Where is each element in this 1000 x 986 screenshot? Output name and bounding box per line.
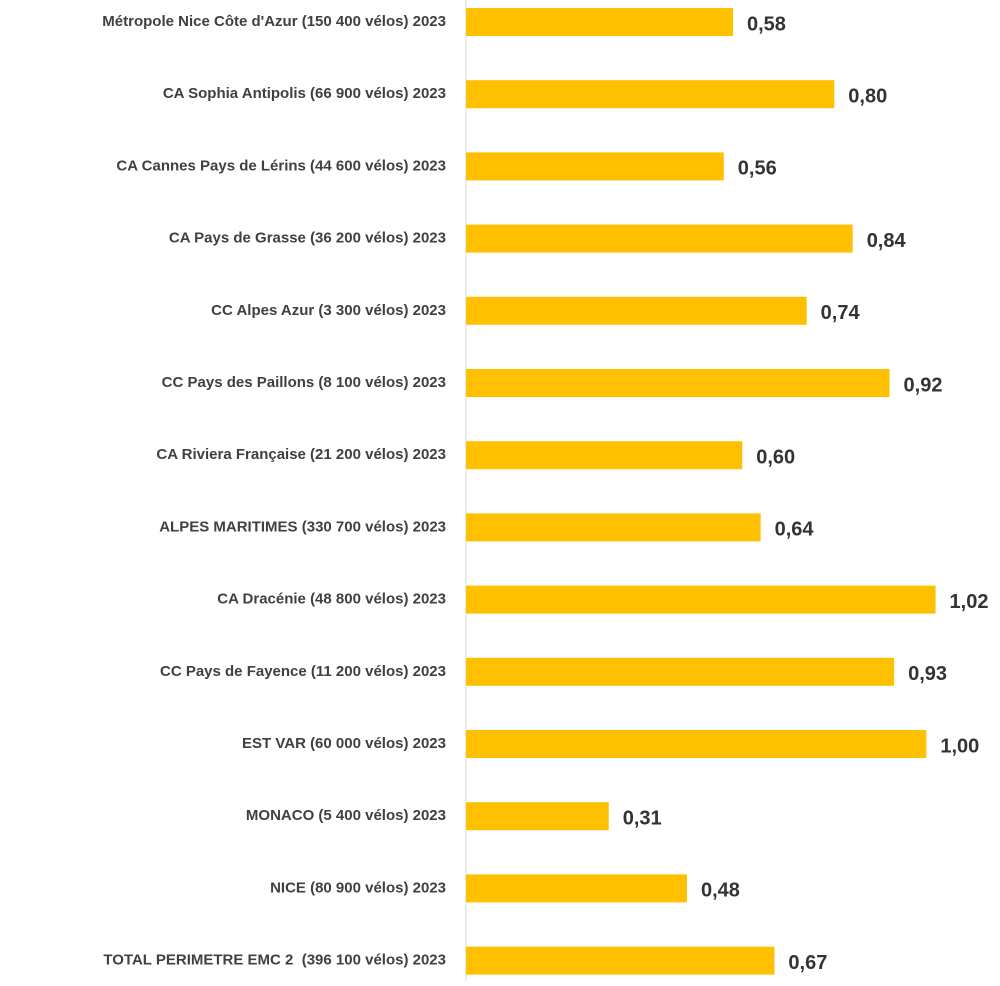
value-label: 0,67: [788, 952, 827, 974]
bar: [466, 8, 733, 36]
bar: [466, 152, 724, 181]
category-label: MONACO (5 400 vélos) 2023: [246, 807, 446, 824]
value-label: 0,92: [904, 374, 943, 396]
category-label: CC Pays de Fayence (11 200 vélos) 2023: [160, 663, 446, 680]
category-label: CC Pays des Paillons (8 100 vélos) 2023: [162, 374, 446, 391]
bar: [466, 585, 936, 614]
category-label: CA Sophia Antipolis (66 900 vélos) 2023: [163, 85, 446, 102]
category-label: EST VAR (60 000 vélos) 2023: [242, 735, 446, 752]
category-label: Métropole Nice Côte d'Azur (150 400 vélo…: [102, 13, 446, 30]
bar: [466, 513, 761, 542]
bar: [466, 946, 775, 975]
value-label: 0,74: [821, 302, 861, 324]
category-label: NICE (80 900 vélos) 2023: [270, 879, 446, 896]
bar: [466, 224, 853, 253]
category-label: CC Alpes Azur (3 300 vélos) 2023: [211, 302, 446, 319]
category-label: ALPES MARITIMES (330 700 vélos) 2023: [159, 518, 446, 535]
category-label: CA Riviera Française (21 200 vélos) 2023: [156, 446, 446, 463]
category-label: CA Cannes Pays de Lérins (44 600 vélos) …: [116, 157, 446, 174]
value-label: 0,60: [756, 446, 795, 468]
value-label: 0,48: [701, 880, 740, 902]
value-label: 1,00: [940, 735, 979, 757]
value-label: 0,64: [775, 519, 815, 541]
bar: [466, 80, 835, 109]
category-label: CA Dracénie (48 800 vélos) 2023: [217, 591, 446, 608]
bar: [466, 730, 927, 758]
value-label: 0,84: [867, 230, 907, 252]
bar: [466, 296, 807, 325]
bar: [466, 441, 743, 470]
category-label: TOTAL PERIMETRE EMC 2 (396 100 vélos) 20…: [103, 952, 446, 969]
bar: [466, 874, 687, 903]
value-label: 0,93: [908, 663, 947, 685]
value-label: 0,56: [738, 158, 777, 180]
bar: [466, 657, 895, 686]
bar: [466, 369, 890, 397]
value-label: 0,80: [848, 85, 887, 107]
value-label: 0,31: [623, 807, 662, 829]
category-label: CA Pays de Grasse (36 200 vélos) 2023: [169, 230, 446, 247]
value-label: 0,58: [747, 13, 786, 35]
bar: [466, 802, 609, 831]
value-label: 1,02: [950, 591, 989, 613]
